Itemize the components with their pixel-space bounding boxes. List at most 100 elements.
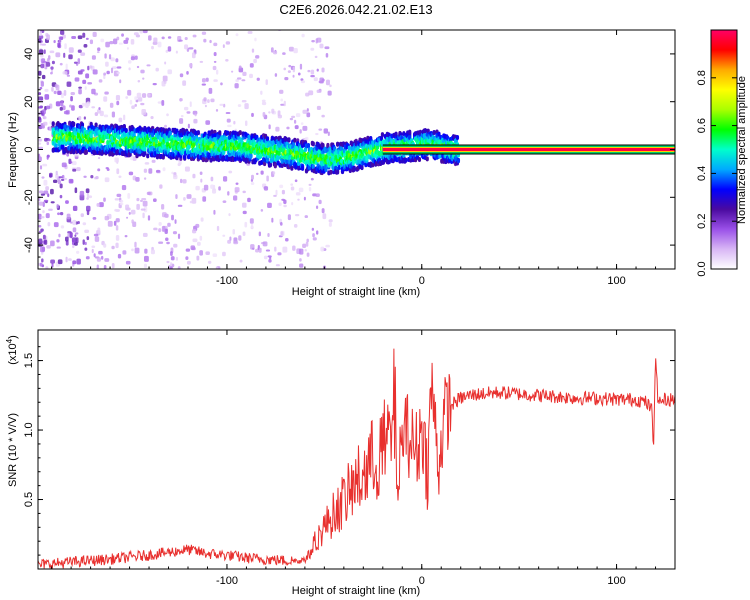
spectrogram-noise-cell [38,225,42,228]
snr-y-axis-label: SNR (10 * V/V) [7,413,19,487]
spectrogram-noise-cell [232,229,236,235]
snr-x-axis-label: Height of straight line (km) [292,585,420,597]
spectrogram-band-cell [98,124,102,130]
spectrogram-noise-cell [166,260,170,264]
spectrogram-noise-cell [173,243,178,248]
spectrogram-noise-cell [50,66,54,70]
spectrogram-noise-cell [142,30,148,34]
spectrogram-noise-cell [98,107,101,110]
snr-y-tick-label: 0.5 [23,492,35,507]
spectrogram-band-cell [157,142,162,148]
spectrogram-noise-cell [201,83,206,86]
spectrogram-noise-cell [205,251,210,256]
spectrogram-noise-cell [56,246,61,249]
spectrogram-noise-cell [209,39,212,44]
spectrogram-noise-cell [65,236,69,242]
spectrogram-noise-cell [68,47,74,53]
spectrogram-noise-cell [63,177,67,181]
spectrogram-noise-cell [75,237,79,244]
spectrogram-noise-cell [227,124,232,128]
spectrogram-noise-cell [277,114,282,119]
spectrogram-noise-cell [299,63,303,70]
spectrogram-noise-cell [290,183,294,186]
spectrogram-noise-cell [233,195,238,201]
spectrogram-noise-cell [304,215,309,219]
spectrogram-noise-cell [58,176,63,179]
spectrogram-noise-cell [262,111,266,118]
spectrogram-noise-cell [208,87,213,94]
spectrogram-panel: -100 0 100 -40 -20 0 20 40 Height of straight l… [7,29,676,298]
spectrogram-noise-cell [162,75,168,82]
spectrogram-noise-cell [133,32,139,36]
spectrogram-noise-cell [83,44,88,48]
spectrogram-noise-cell [59,36,64,41]
spectrogram-noise-cell [131,105,135,109]
spectrogram-noise-cell [142,93,147,98]
spectrogram-noise-cell [134,96,138,101]
spectrogram-band-cell [277,150,281,156]
spectrogram-band-cell [265,136,270,142]
spectrogram-noise-cell [319,43,324,49]
spectrogram-noise-cell [306,252,310,257]
spectrogram-noise-cell [225,41,231,45]
spectrogram-noise-cell [41,258,44,263]
spectrogram-noise-cell [297,72,301,76]
spectrogram-noise-cell [106,168,110,171]
spectrogram-band-cell [270,136,274,142]
spectrogram-noise-cell [275,189,278,196]
spectrogram-noise-cell [144,162,150,165]
spectrogram-noise-cell [84,241,87,246]
spectrogram-noise-cell [292,74,295,78]
spectrogram-noise-cell [129,99,133,105]
spectrogram-noise-cell [106,70,110,75]
spectrogram-noise-cell [190,245,196,251]
spectrogram-noise-cell [43,190,49,195]
spectrogram-noise-cell [286,126,290,130]
spectrogram-noise-cell [162,167,166,172]
spectrogram-noise-cell [84,86,87,90]
spectrogram-noise-cell [42,234,46,240]
spectrogram-band-cell [122,123,126,129]
spectrogram-noise-cell [161,99,165,106]
spectrogram-noise-cell [278,202,282,207]
spectrogram-noise-cell [314,55,318,59]
spectrogram-band-cell [210,129,214,135]
spectrogram-noise-cell [290,186,295,191]
spectrogram-band-cell [300,165,305,171]
spectrogram-noise-cell [105,41,110,48]
spectrogram-noise-cell [51,60,55,65]
spectrogram-band-cell [68,136,72,142]
snr-x-tick-label: -100 [216,575,238,587]
spectrogram-noise-cell [315,205,319,210]
spectrogram-noise-cell [294,214,300,217]
spectrogram-band-cell [225,130,230,136]
spectrogram-noise-cell [45,266,49,269]
spectrogram-band-cell [238,130,242,136]
spectrogram-noise-cell [46,155,49,160]
spectrogram-noise-cell [77,49,82,53]
spectrogram-band-cell [375,140,380,146]
spectrogram-noise-cell [140,102,145,106]
spectrogram-noise-cell [186,71,189,75]
spectrogram-noise-cell [108,54,112,60]
spectrogram-noise-cell [140,69,145,74]
spectrogram-band-cell [124,128,128,134]
spectrogram-noise-cell [92,69,98,75]
spectrogram-noise-cell [275,264,280,267]
spectrogram-noise-cell [153,198,157,202]
spectrogram-noise-cell [182,80,187,86]
spectrogram-noise-cell [228,213,231,217]
spectrogram-noise-cell [97,47,101,52]
spectrogram-band-cell [249,153,253,159]
snr-multiplier-base: (x10 [7,343,19,364]
spectrogram-noise-cell [158,241,164,244]
spectrogram-noise-cell [328,222,332,227]
spectrogram-noise-cell [251,112,254,118]
spectrogram-noise-cell [283,100,286,107]
spectrogram-noise-cell [328,219,333,223]
spectrogram-noise-cell [233,240,239,245]
spectrogram-noise-cell [242,231,246,236]
spectrogram-noise-cell [71,105,75,111]
spectrogram-noise-cell [116,168,120,175]
spectrogram-noise-cell [96,51,100,54]
